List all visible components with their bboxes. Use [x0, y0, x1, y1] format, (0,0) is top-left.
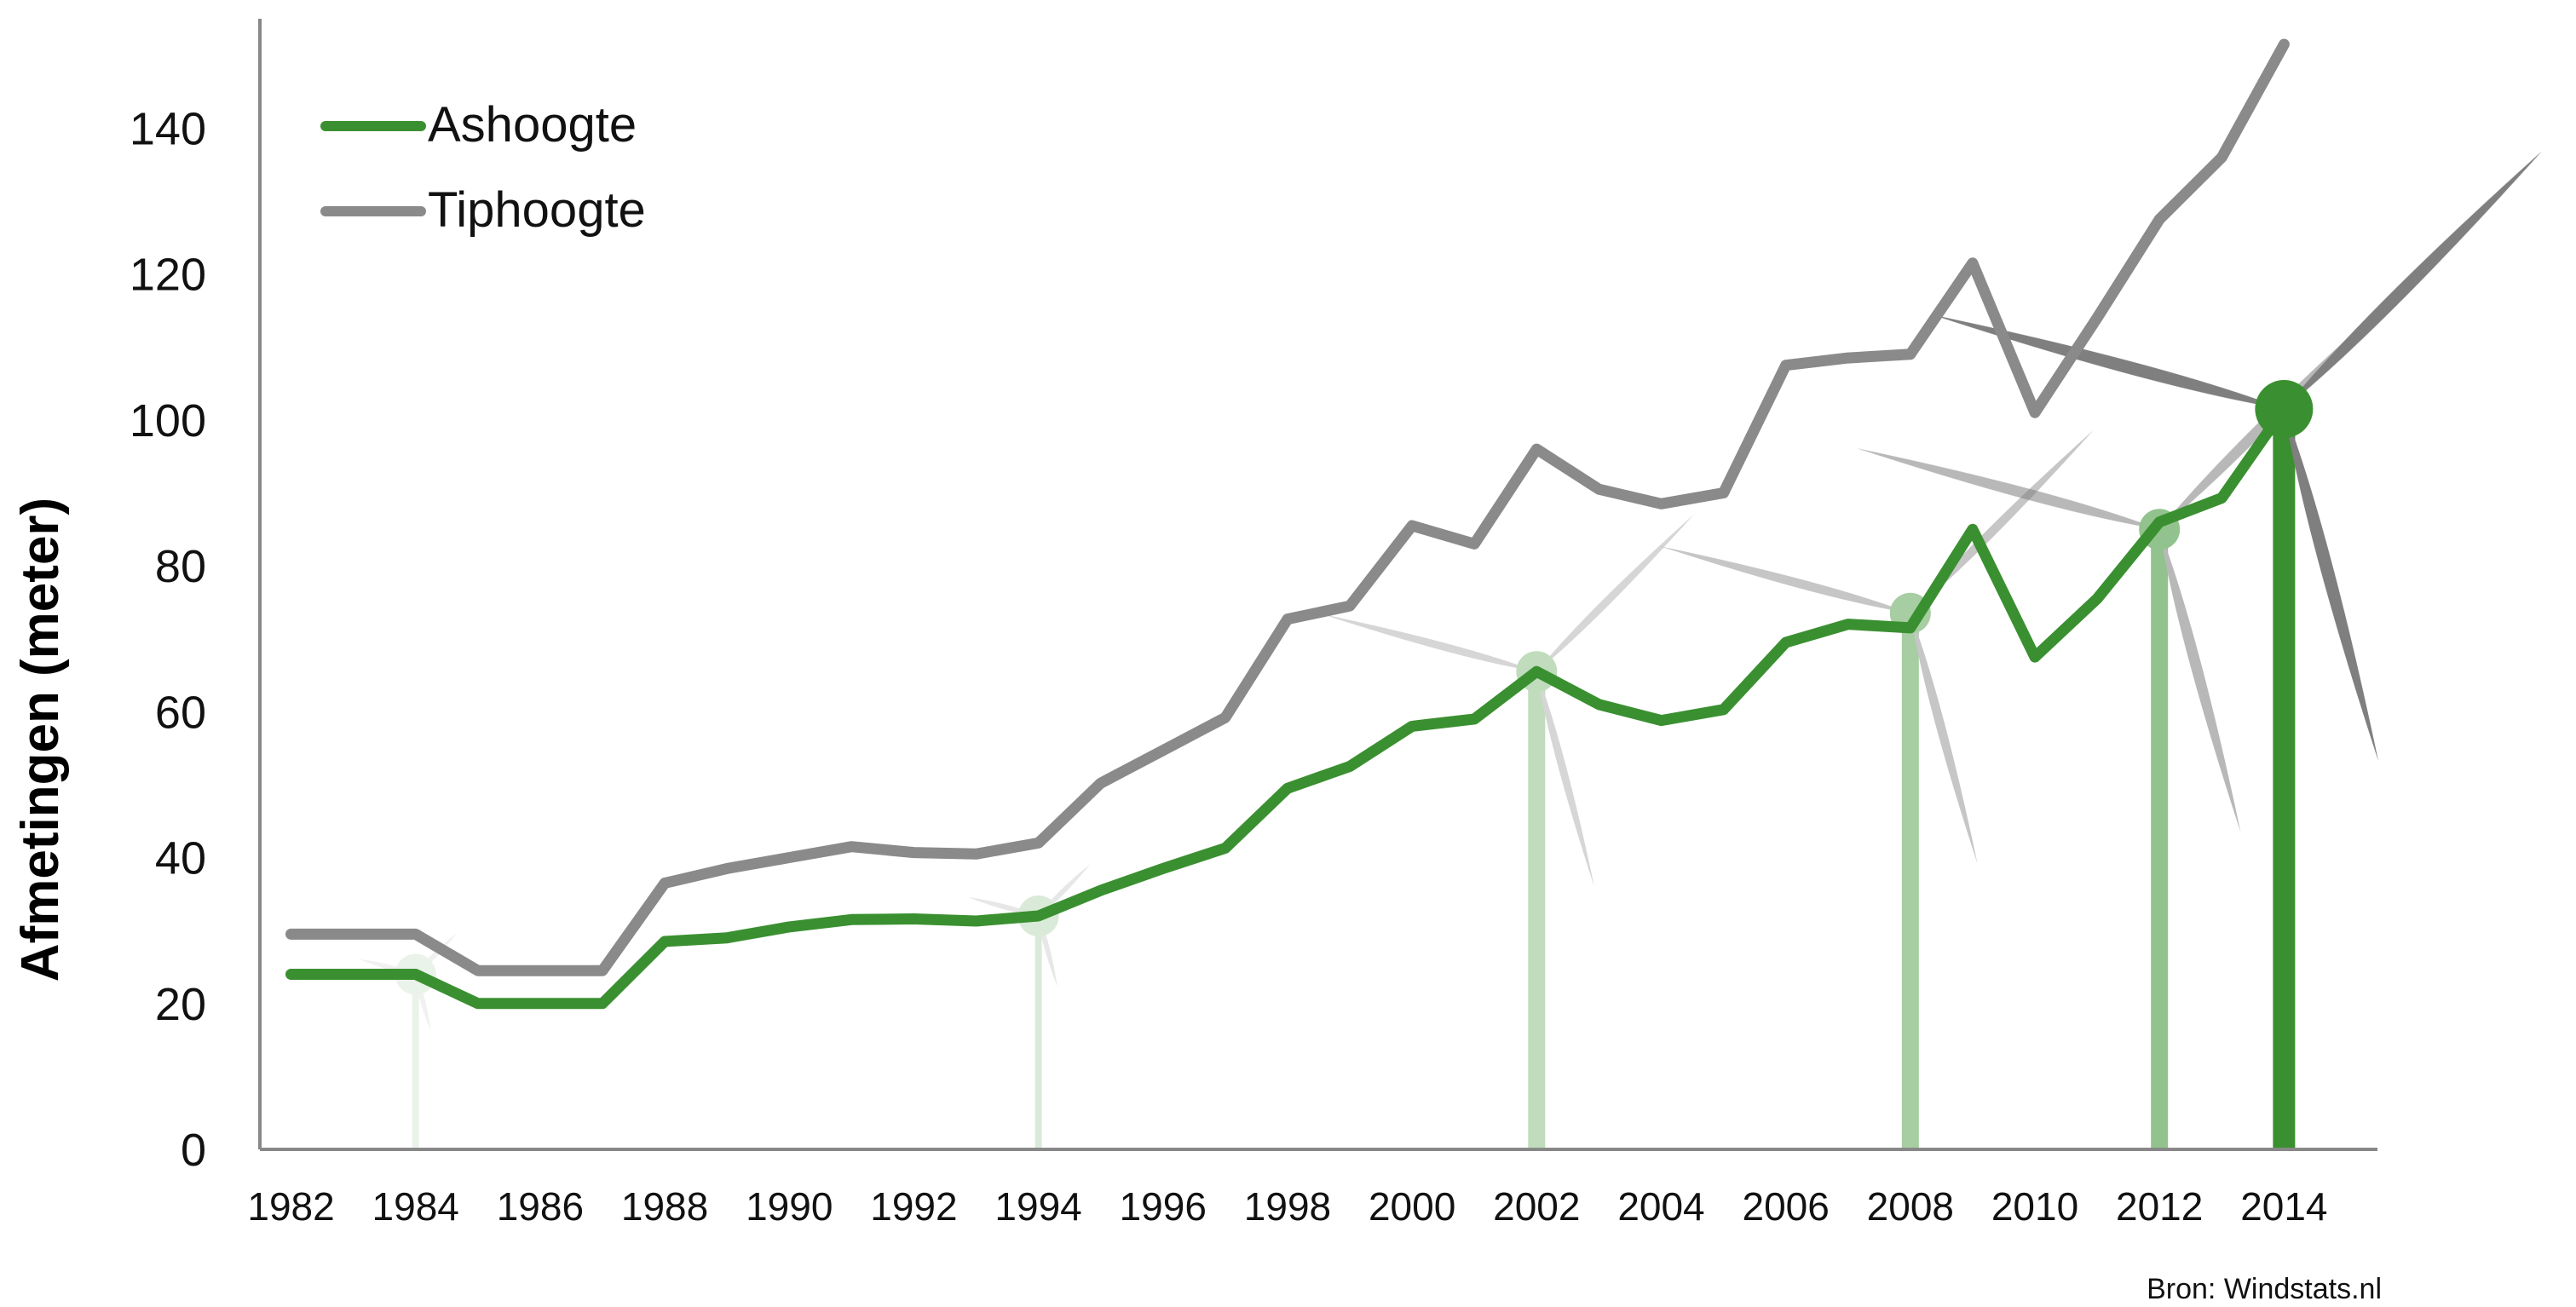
turbine-blade: [2284, 409, 2379, 762]
x-tick-label: 1994: [994, 1184, 1081, 1229]
x-tick-label: 2000: [1369, 1184, 1455, 1229]
x-tick-label: 1988: [621, 1184, 708, 1229]
turbine-blade: [415, 974, 431, 1031]
x-tick-label: 1996: [1120, 1184, 1207, 1229]
turbine-blade: [2284, 151, 2543, 410]
turbine-blade: [1038, 864, 1091, 917]
x-tick-label: 2002: [1493, 1184, 1580, 1229]
source-note: Bron: Windstats.nl: [2147, 1273, 2382, 1305]
legend-label-tiphoogte: Tiphoogte: [428, 182, 646, 238]
turbine-blade: [1931, 314, 2285, 410]
tick-labels: 0 20 40 60 80 100 120 140 1982 1984 1986 1988 1990 19…: [130, 103, 2328, 1229]
series-line-tiphoogte: [285, 38, 2290, 976]
turbine-2002: [1322, 514, 1694, 1149]
turbine-blade: [1856, 448, 2160, 530]
axes: [258, 19, 2377, 1151]
turbine-2008: [1660, 429, 2094, 1149]
turbine-blade: [1322, 613, 1537, 672]
turbine-blade: [1536, 671, 1594, 887]
x-tick-label: 1992: [870, 1184, 957, 1229]
x-tick-label: 1982: [247, 1184, 334, 1229]
turbine-2014: [1931, 151, 2543, 1149]
x-tick-label: 2014: [2240, 1184, 2327, 1229]
turbine-1984: [359, 933, 458, 1149]
x-tick-label: 1990: [746, 1184, 833, 1229]
turbine-blade: [1536, 514, 1694, 672]
y-tick-label: 100: [130, 395, 206, 446]
y-tick-label: 80: [155, 541, 206, 592]
y-tick-label: 20: [155, 979, 206, 1030]
x-tick-label: 2012: [2116, 1184, 2203, 1229]
y-tick-label: 140: [130, 103, 206, 154]
x-tick-label: 1998: [1244, 1184, 1331, 1229]
turbine-blade: [1910, 429, 2094, 613]
legend-label-ashoogte: Ashoogte: [428, 97, 637, 153]
x-tick-label: 1984: [372, 1184, 459, 1229]
legend: Ashoogte Tiphoogte: [320, 97, 646, 238]
turbine-blade: [2159, 529, 2241, 832]
turbine-blade: [1038, 916, 1057, 987]
x-tick-label: 2010: [1991, 1184, 2078, 1229]
y-tick-label: 120: [130, 250, 206, 301]
y-axis-label: Afmetingen (meter): [11, 498, 70, 982]
turbine-blade: [967, 896, 1039, 917]
y-tick-label: 40: [155, 833, 206, 884]
turbine-blade: [1660, 546, 1910, 613]
turbine-2012: [1856, 307, 2382, 1149]
y-tick-label: 60: [155, 687, 206, 738]
x-tick-label: 2008: [1867, 1184, 1954, 1229]
series-line-ashoogte: [285, 403, 2290, 1010]
y-tick-label: 0: [181, 1125, 206, 1176]
x-tick-label: 2006: [1742, 1184, 1829, 1229]
turbine-blade: [415, 933, 458, 975]
turbine-blade: [1910, 613, 1978, 864]
turbine-illustrations: [359, 151, 2543, 1149]
x-tick-label: 1986: [497, 1184, 584, 1229]
series-lines: [285, 38, 2290, 1010]
x-tick-label: 2004: [1617, 1184, 1704, 1229]
